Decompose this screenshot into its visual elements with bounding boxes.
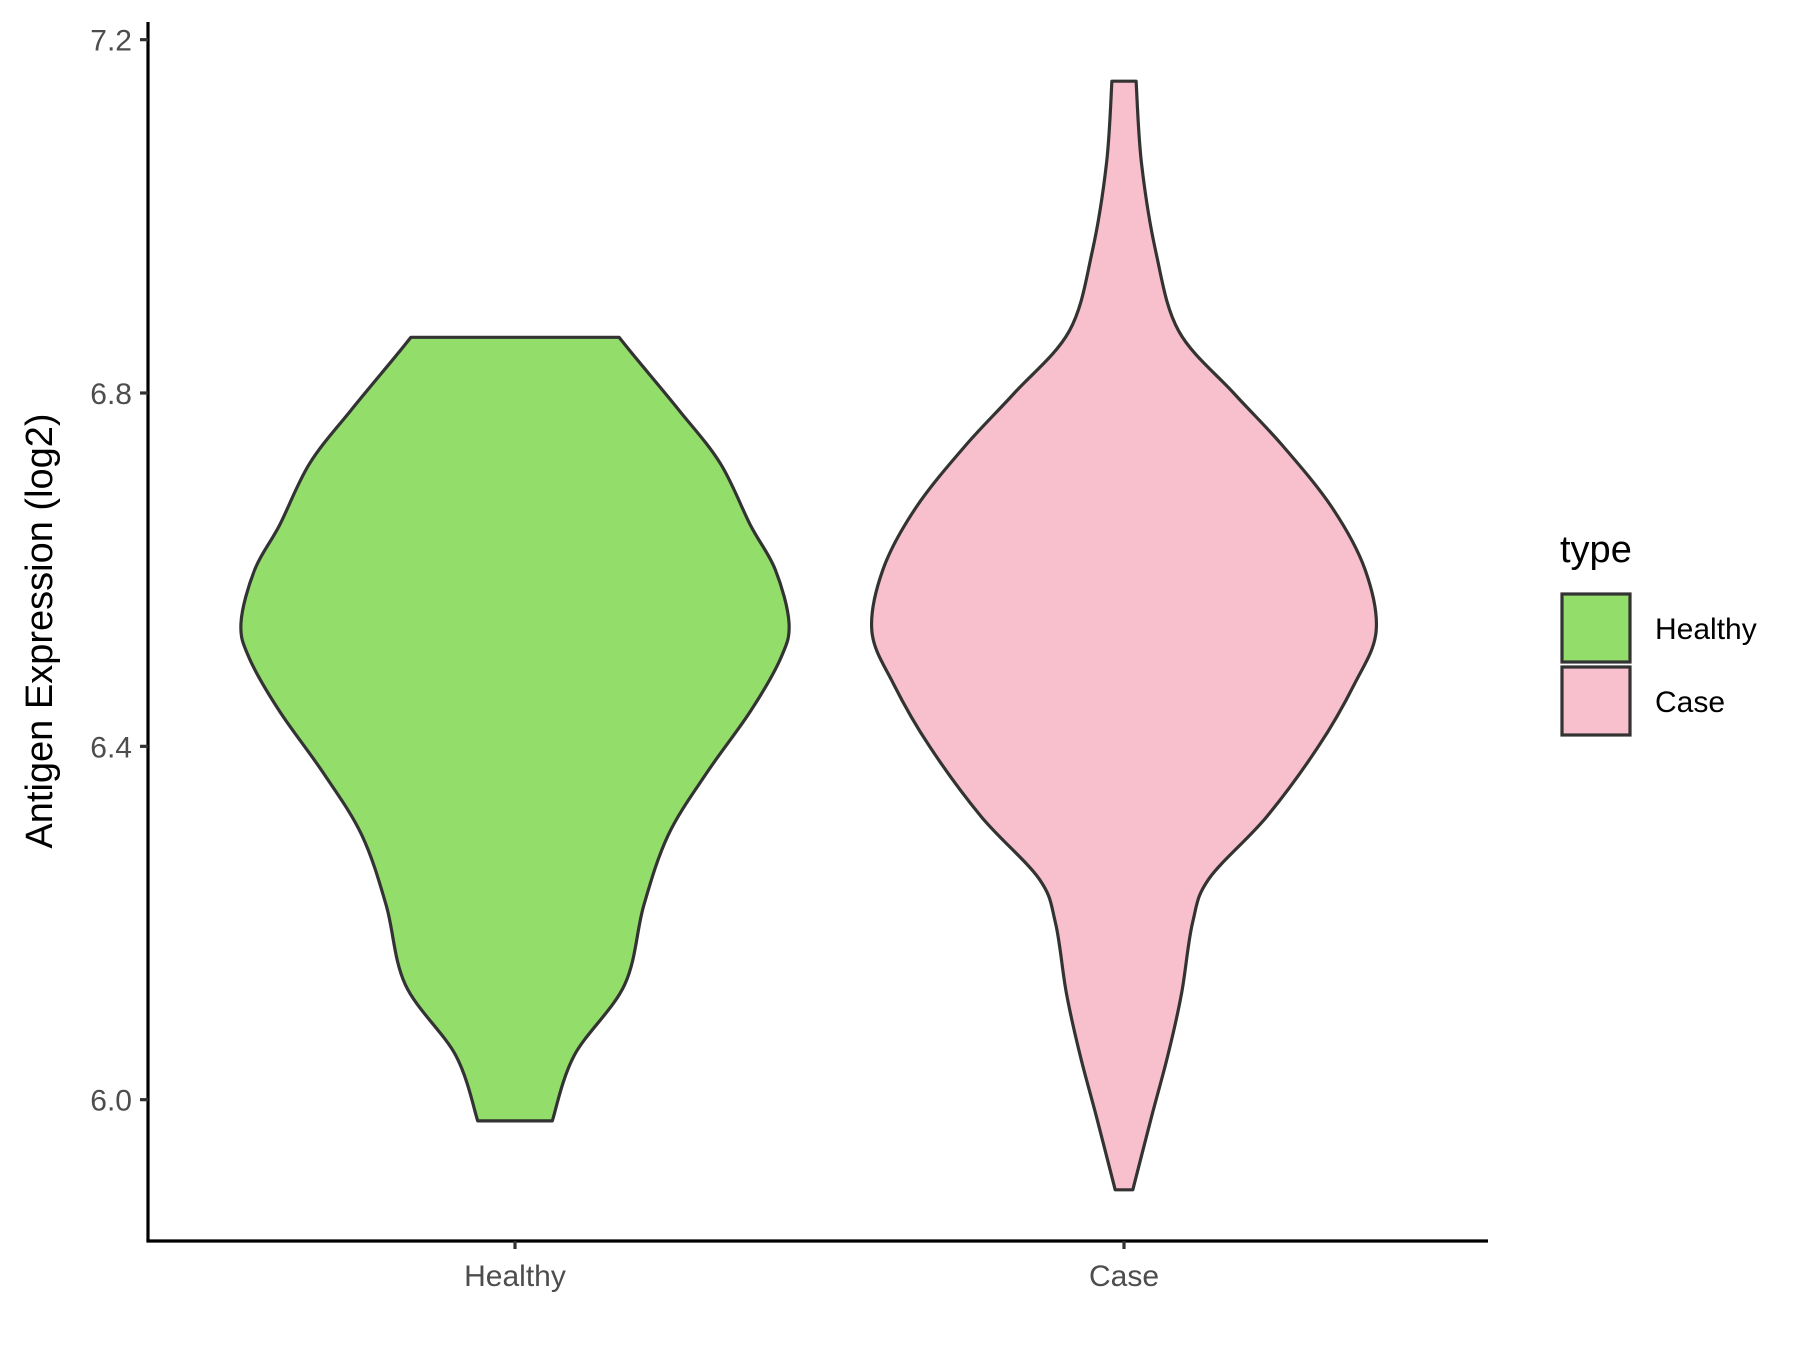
legend-title: type [1560, 529, 1632, 571]
y-tick-label: 6.0 [90, 1085, 132, 1118]
legend-items: Healthy Case [1560, 592, 1757, 737]
x-tick-label: Case [1089, 1260, 1159, 1293]
violin-layer [239, 79, 1379, 1192]
x-tick-group: Healthy Case [464, 1241, 1159, 1293]
y-axis-title: Antigen Expression (log2) [19, 413, 61, 848]
legend: type Healthy Case [1560, 529, 1757, 737]
legend-label-case: Case [1655, 686, 1725, 719]
y-tick-label: 6.4 [90, 731, 132, 764]
violin-healthy [239, 335, 791, 1123]
y-tick-label: 6.8 [90, 378, 132, 411]
y-tick-group: 6.0 6.4 6.8 7.2 [90, 25, 148, 1118]
legend-swatch-case [1560, 665, 1632, 737]
violin-case [869, 79, 1379, 1192]
legend-swatch-healthy [1560, 592, 1632, 664]
x-tick-label: Healthy [464, 1260, 566, 1293]
legend-label-healthy: Healthy [1655, 613, 1757, 646]
y-tick-label: 7.2 [90, 25, 132, 58]
